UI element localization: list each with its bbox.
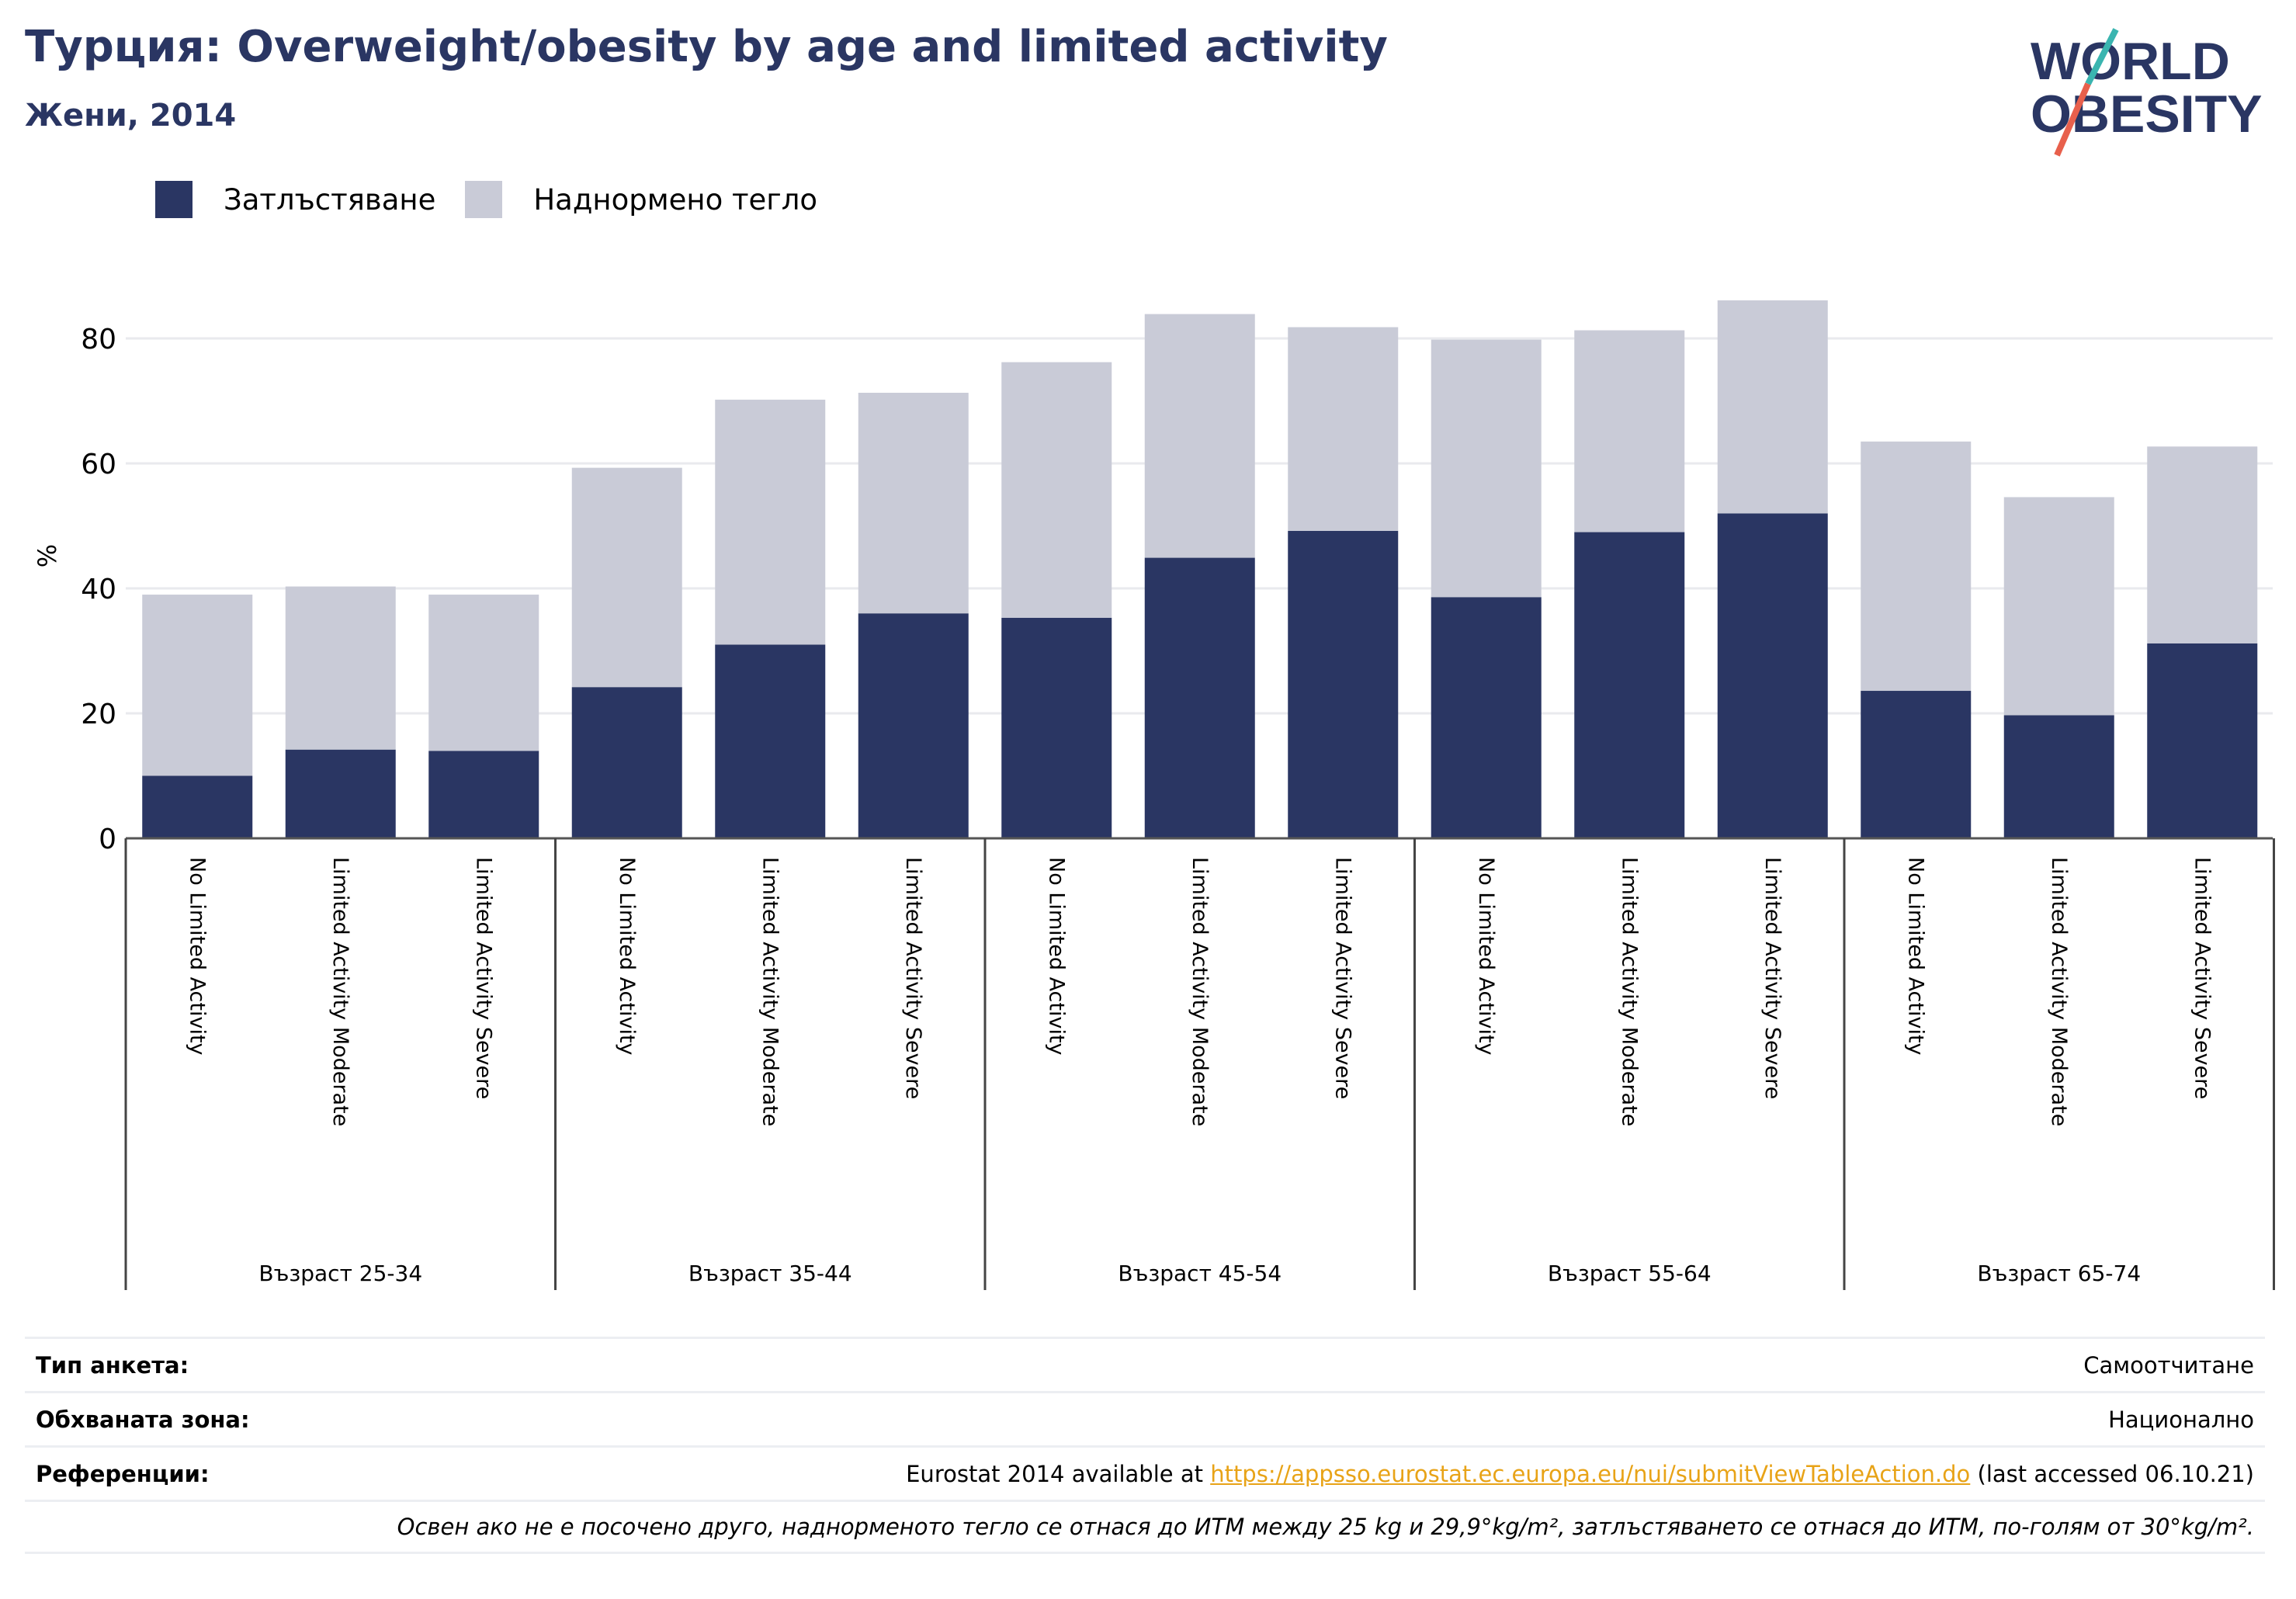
group-label: Възраст 35-44 [688,1261,852,1286]
logo-slash-teal [2085,28,2119,85]
bar-segment-overweight [1288,327,1399,531]
bar-segment-overweight [1861,441,1972,692]
world-obesity-logo: WORLD OBESITY [2031,28,2263,157]
bar-segment-overweight [2147,446,2258,643]
group-label: Възраст 55-64 [1548,1261,1712,1286]
chart-title: Турция: Overweight/obesity by age and li… [25,22,1388,72]
bar-segment-overweight [715,399,826,645]
bar-segment-obesity [1574,532,1685,838]
x-tick-label: Limited Activity Severe [901,857,925,1099]
bar-segment-overweight [285,586,396,750]
references-link[interactable]: https://appsso.eurostat.ec.europa.eu/nui… [1210,1460,1971,1487]
x-tick-label: Limited Activity Moderate [328,857,352,1126]
bar-segment-obesity [1001,617,1112,838]
x-tick-label: No Limited Activity [185,857,209,1056]
bar-segment-overweight [2003,497,2114,716]
bar-segment-overweight [1574,330,1685,532]
x-tick-label: Limited Activity Moderate [1188,857,1212,1126]
x-tick-label: Limited Activity Severe [1330,857,1354,1099]
legend-label-obesity: Затлъстяване [224,182,436,217]
bar-segment-obesity [428,751,539,838]
group-label: Възраст 45-54 [1118,1261,1282,1286]
references-suffix: (last accessed 06.10.21) [1970,1460,2255,1487]
y-tick-label: 0 [99,824,116,855]
bar-segment-obesity [858,613,969,838]
chart-subtitle: Жени, 2014 [25,98,237,134]
x-tick-label: Limited Activity Moderate [2047,857,2071,1126]
survey-type-label: Тип анкета: [36,1351,189,1379]
info-row-survey-type: Тип анкета: Самоотчитане [25,1337,2265,1391]
bar-segment-obesity [1717,513,1828,838]
legend-item-obesity[interactable]: Затлъстяване [155,181,435,218]
bar-segment-overweight [1144,314,1255,558]
bar-segment-overweight [428,595,539,751]
x-tick-label: Limited Activity Moderate [1617,857,1641,1126]
x-tick-label: No Limited Activity [1044,857,1068,1056]
y-axis-label: % [33,544,62,567]
info-row-coverage: Обхваната зона: Национално [25,1391,2265,1445]
x-tick-label: No Limited Activity [1474,857,1498,1056]
legend-label-overweight: Наднормено тегло [533,182,818,217]
bar-segment-obesity [571,687,682,838]
y-tick-label: 40 [81,574,116,605]
legend-swatch-obesity [155,181,192,218]
bar-segment-overweight [1717,300,1828,514]
chart-legend: Затлъстяване Наднормено тегло [155,180,847,219]
info-table: Тип анкета: Самоотчитане Обхваната зона:… [25,1337,2265,1554]
legend-swatch-overweight [465,181,503,218]
info-row-references: Референции: Eurostat 2014 available at h… [25,1445,2265,1500]
y-tick-label: 20 [81,699,116,730]
bar-segment-obesity [2003,715,2114,838]
bar-segment-obesity [1861,691,1972,838]
x-tick-label: No Limited Activity [1903,857,1927,1056]
bar-segment-obesity [142,775,253,838]
coverage-value: Национално [2108,1406,2254,1433]
bar-segment-obesity [715,644,826,838]
references-prefix: Eurostat 2014 available at [906,1460,1211,1487]
group-label: Възраст 65-74 [1977,1261,2141,1286]
bar-segment-obesity [285,749,396,838]
logo-line-1: WORLD [2031,32,2230,91]
bar-segment-obesity [1144,557,1255,838]
definition-note: Освен ако не е посочено друго, наднормен… [397,1514,2254,1540]
x-tick-label: No Limited Activity [615,857,639,1056]
bar-segment-obesity [1431,597,1542,838]
x-tick-label: Limited Activity Severe [471,857,495,1099]
bar-segment-obesity [1288,530,1399,838]
bar-segment-overweight [1431,339,1542,598]
bar-chart: 0 20 40 60 80% No Limited Activity Limited Act… [33,300,2275,1290]
group-label: Възраст 25-34 [258,1261,422,1286]
bar-segment-overweight [571,467,682,688]
logo-slash-red [2054,82,2091,157]
x-tick-label: Limited Activity Severe [2190,857,2214,1099]
references-value: Eurostat 2014 available at https://appss… [906,1461,2254,1487]
references-label: Референции: [36,1460,210,1487]
bar-segment-overweight [1001,362,1112,618]
bar-segment-obesity [2147,643,2258,838]
survey-type-value: Самоотчитане [2083,1351,2254,1379]
info-row-note: Освен ако не е посочено друго, наднормен… [25,1500,2265,1554]
legend-item-overweight[interactable]: Наднормено тегло [465,181,817,218]
bar-segment-overweight [142,595,253,776]
y-tick-label: 60 [81,449,116,480]
x-tick-label: Limited Activity Moderate [758,857,782,1126]
coverage-label: Обхваната зона: [36,1406,250,1433]
bar-segment-overweight [858,393,969,614]
x-tick-label: Limited Activity Severe [1760,857,1784,1099]
y-tick-label: 80 [81,324,116,356]
